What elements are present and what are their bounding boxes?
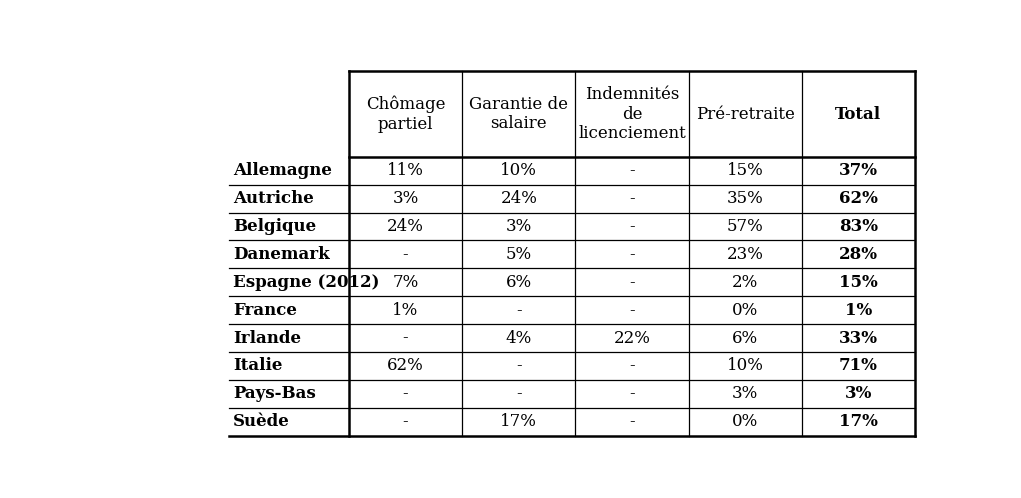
Text: 24%: 24% (500, 190, 537, 207)
Text: 62%: 62% (387, 358, 424, 374)
Text: 0%: 0% (732, 413, 759, 430)
Text: 1%: 1% (844, 302, 872, 319)
Text: 6%: 6% (505, 274, 532, 291)
Text: 4%: 4% (505, 330, 532, 347)
Text: 71%: 71% (839, 358, 878, 374)
Text: 3%: 3% (732, 385, 759, 402)
Text: 17%: 17% (839, 413, 878, 430)
Text: 17%: 17% (500, 413, 537, 430)
Text: France: France (233, 302, 297, 319)
Text: Indemnités
de
licenciement: Indemnités de licenciement (578, 86, 686, 142)
Text: -: - (629, 385, 635, 402)
Text: 28%: 28% (839, 246, 878, 263)
Text: 3%: 3% (505, 218, 532, 235)
Text: -: - (629, 218, 635, 235)
Text: 33%: 33% (839, 330, 878, 347)
Text: Pays-Bas: Pays-Bas (233, 385, 315, 402)
Text: 22%: 22% (614, 330, 650, 347)
Text: -: - (629, 274, 635, 291)
Text: -: - (629, 246, 635, 263)
Text: Total: Total (835, 106, 881, 123)
Text: 0%: 0% (732, 302, 759, 319)
Text: Chômage
partiel: Chômage partiel (366, 96, 445, 132)
Text: Belgique: Belgique (233, 218, 315, 235)
Text: -: - (516, 385, 522, 402)
Text: 7%: 7% (392, 274, 419, 291)
Text: 62%: 62% (839, 190, 878, 207)
Text: Italie: Italie (233, 358, 282, 374)
Text: 57%: 57% (727, 218, 764, 235)
Text: 1%: 1% (392, 302, 419, 319)
Text: Suède: Suède (233, 413, 290, 430)
Text: -: - (402, 385, 408, 402)
Text: 35%: 35% (727, 190, 764, 207)
Text: 3%: 3% (392, 190, 419, 207)
Text: -: - (629, 358, 635, 374)
Text: -: - (402, 413, 408, 430)
Text: Irlande: Irlande (233, 330, 301, 347)
Text: 83%: 83% (839, 218, 878, 235)
Text: 15%: 15% (727, 162, 764, 179)
Text: Autriche: Autriche (233, 190, 313, 207)
Text: -: - (402, 330, 408, 347)
Text: Danemark: Danemark (233, 246, 330, 263)
Text: 10%: 10% (500, 162, 537, 179)
Text: 10%: 10% (727, 358, 764, 374)
Text: Garantie de
salaire: Garantie de salaire (470, 96, 569, 132)
Text: -: - (516, 302, 522, 319)
Text: 2%: 2% (732, 274, 759, 291)
Text: Allemagne: Allemagne (233, 162, 332, 179)
Text: 24%: 24% (387, 218, 424, 235)
Text: Pré-retraite: Pré-retraite (695, 106, 794, 123)
Text: 37%: 37% (839, 162, 878, 179)
Text: -: - (629, 302, 635, 319)
Text: -: - (516, 358, 522, 374)
Text: 11%: 11% (387, 162, 424, 179)
Text: -: - (402, 246, 408, 263)
Text: Espagne (2012): Espagne (2012) (233, 274, 380, 291)
Text: -: - (629, 190, 635, 207)
Text: 3%: 3% (844, 385, 872, 402)
Text: 5%: 5% (505, 246, 532, 263)
Text: 15%: 15% (839, 274, 878, 291)
Text: 23%: 23% (727, 246, 764, 263)
Text: 6%: 6% (732, 330, 759, 347)
Text: -: - (629, 413, 635, 430)
Text: -: - (629, 162, 635, 179)
